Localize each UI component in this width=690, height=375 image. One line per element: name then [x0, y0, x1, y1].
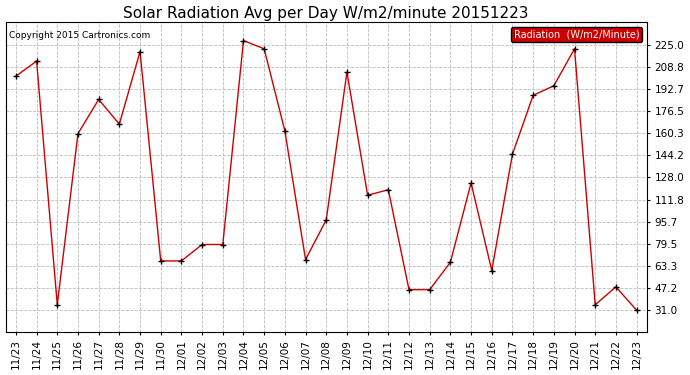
Legend: Radiation  (W/m2/Minute): Radiation (W/m2/Minute) [511, 27, 642, 42]
Title: Solar Radiation Avg per Day W/m2/minute 20151223: Solar Radiation Avg per Day W/m2/minute … [124, 6, 529, 21]
Text: Copyright 2015 Cartronics.com: Copyright 2015 Cartronics.com [9, 31, 150, 40]
